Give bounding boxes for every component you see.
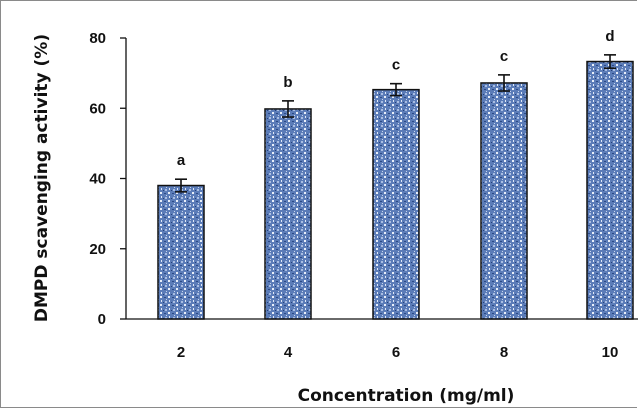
y-axis-title: DMPD scavenging activity (%) — [32, 34, 52, 322]
error-bars — [175, 54, 616, 193]
bar-10 — [586, 60, 634, 320]
y-ticks: 0 20 40 60 80 — [89, 30, 126, 328]
bars — [157, 60, 634, 320]
bar-4 — [264, 108, 312, 320]
x-tick-label: 4 — [284, 344, 293, 361]
significance-label: d — [605, 28, 614, 45]
x-tick-label: 6 — [392, 344, 400, 361]
x-tick-label: 10 — [602, 344, 619, 361]
x-tick-label: 8 — [500, 344, 508, 361]
bar-8 — [480, 82, 528, 320]
y-tick-label: 20 — [89, 241, 106, 258]
y-tick-label: 40 — [89, 171, 106, 188]
x-tick-label: 2 — [177, 344, 185, 361]
y-tick-label: 0 — [98, 311, 106, 328]
significance-label: c — [500, 48, 508, 65]
significance-label: a — [177, 152, 186, 169]
significance-label: b — [283, 74, 292, 91]
bar-6 — [372, 88, 420, 320]
x-ticks: 2 4 6 8 10 — [177, 344, 619, 361]
y-tick-label: 60 — [89, 100, 106, 117]
significance-label: c — [392, 57, 400, 74]
bar-2 — [157, 184, 205, 320]
x-axis-title: Concentration (mg/ml) — [298, 386, 515, 406]
y-tick-label: 80 — [89, 30, 106, 47]
significance-labels: a b c c d — [177, 28, 615, 169]
